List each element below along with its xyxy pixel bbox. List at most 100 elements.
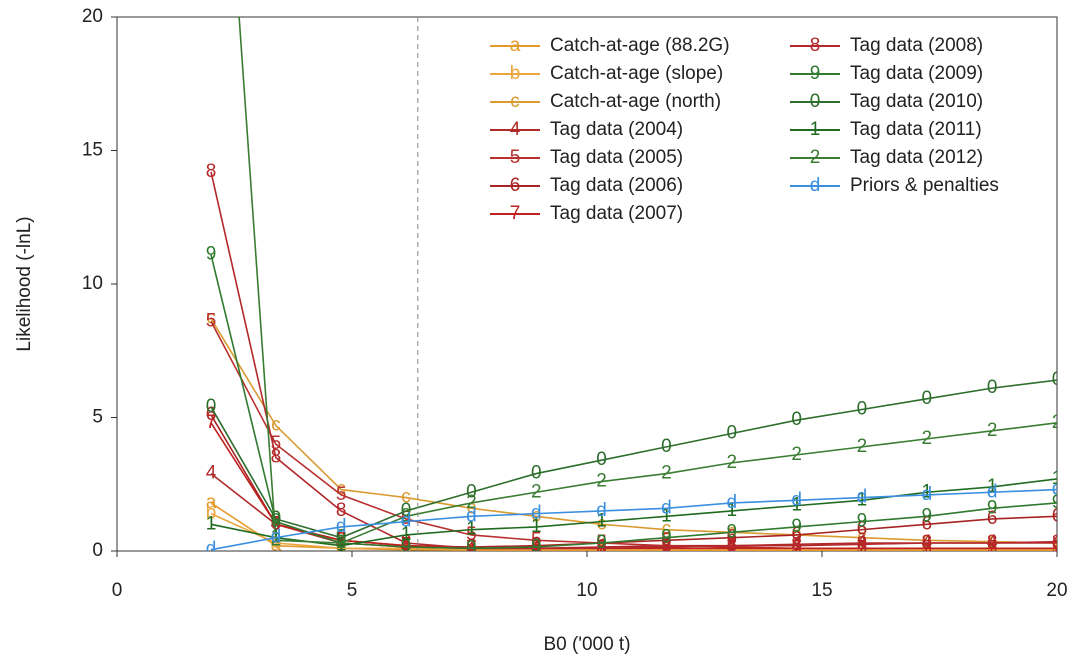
point-marker: 0 bbox=[401, 500, 412, 521]
series-line bbox=[210, 318, 1057, 544]
point-marker: 2 bbox=[922, 428, 933, 449]
y-tick-label: 15 bbox=[82, 140, 103, 161]
point-marker: c bbox=[662, 519, 672, 540]
point-marker: 5 bbox=[726, 536, 737, 557]
legend-label: Catch-at-age (slope) bbox=[550, 63, 723, 84]
point-marker: 2 bbox=[466, 492, 477, 513]
point-marker: d bbox=[987, 481, 998, 502]
point-marker: b bbox=[531, 538, 542, 559]
point-marker: c bbox=[922, 529, 932, 550]
x-tick-label: 10 bbox=[576, 580, 597, 601]
legend-marker: c bbox=[510, 91, 520, 112]
legend-marker: d bbox=[810, 175, 821, 196]
point-marker: d bbox=[401, 511, 412, 532]
y-tick-label: 20 bbox=[82, 6, 103, 27]
point-marker: d bbox=[596, 500, 607, 521]
point-marker: d bbox=[791, 489, 802, 510]
legend-label: Tag data (2007) bbox=[550, 203, 683, 224]
point-marker: 6 bbox=[987, 508, 998, 529]
point-marker: 4 bbox=[987, 532, 998, 553]
series-line bbox=[238, 17, 1057, 544]
legend-label: Tag data (2008) bbox=[850, 35, 983, 56]
point-marker: 2 bbox=[857, 436, 868, 457]
point-marker: d bbox=[857, 487, 868, 508]
point-marker: b bbox=[271, 532, 282, 553]
point-marker: 0 bbox=[466, 481, 477, 502]
point-marker: 6 bbox=[531, 535, 542, 556]
point-marker: 0 bbox=[531, 463, 542, 484]
point-marker: 9 bbox=[596, 532, 607, 553]
point-marker: 6 bbox=[661, 529, 672, 550]
point-marker: d bbox=[661, 497, 672, 518]
point-marker: 1 bbox=[401, 524, 412, 545]
point-marker: c bbox=[401, 487, 411, 508]
point-marker: 2 bbox=[271, 529, 282, 550]
point-marker: 8 bbox=[206, 161, 217, 182]
point-marker: 6 bbox=[922, 513, 933, 534]
point-marker: 0 bbox=[661, 436, 672, 457]
point-marker: 8 bbox=[466, 537, 477, 558]
point-marker: 7 bbox=[206, 412, 217, 433]
point-marker: a bbox=[206, 492, 217, 513]
point-marker: d bbox=[336, 516, 347, 537]
point-marker: 9 bbox=[206, 244, 217, 265]
point-marker: 7 bbox=[271, 513, 282, 534]
point-marker: 9 bbox=[336, 532, 347, 553]
point-marker: 7 bbox=[987, 537, 998, 558]
point-marker: 0 bbox=[206, 396, 217, 417]
point-marker: 5 bbox=[661, 535, 672, 556]
point-marker: 9 bbox=[661, 527, 672, 548]
point-marker: 7 bbox=[661, 537, 672, 558]
point-marker: a bbox=[987, 539, 998, 560]
series-line bbox=[210, 171, 1057, 550]
point-marker: 5 bbox=[987, 537, 998, 558]
point-marker: 4 bbox=[1052, 531, 1063, 552]
x-tick-label: 0 bbox=[112, 580, 123, 601]
point-marker: 4 bbox=[922, 532, 933, 553]
point-marker: 6 bbox=[857, 519, 868, 540]
point-marker: a bbox=[401, 539, 412, 560]
point-marker: b bbox=[987, 538, 998, 559]
point-marker: c bbox=[987, 531, 997, 552]
x-tick-label: 15 bbox=[811, 580, 832, 601]
point-marker: 6 bbox=[206, 404, 217, 425]
series-line bbox=[210, 488, 1057, 551]
point-marker: a bbox=[1052, 539, 1063, 560]
point-marker: d bbox=[206, 539, 217, 560]
point-marker: 9 bbox=[987, 497, 998, 518]
y-tick-label: 5 bbox=[92, 407, 103, 428]
point-marker: 0 bbox=[596, 449, 607, 470]
point-marker: 7 bbox=[922, 537, 933, 558]
point-marker: 1 bbox=[661, 505, 672, 526]
point-marker: 6 bbox=[791, 524, 802, 545]
point-marker: 9 bbox=[791, 516, 802, 537]
legend-marker: b bbox=[510, 63, 521, 84]
point-marker: 8 bbox=[987, 532, 998, 553]
point-marker: 9 bbox=[271, 511, 282, 532]
point-marker: 0 bbox=[987, 377, 998, 398]
point-marker: 8 bbox=[922, 532, 933, 553]
point-marker: 2 bbox=[791, 444, 802, 465]
point-marker: 9 bbox=[466, 537, 477, 558]
legend-marker: 2 bbox=[810, 147, 821, 168]
point-marker: c bbox=[271, 415, 281, 436]
legend-label: Tag data (2012) bbox=[850, 147, 983, 168]
point-marker: 8 bbox=[401, 532, 412, 553]
point-marker: c bbox=[467, 497, 477, 518]
point-marker: a bbox=[336, 537, 347, 558]
point-marker: d bbox=[1052, 479, 1063, 500]
point-marker: d bbox=[922, 484, 933, 505]
point-marker: 7 bbox=[596, 537, 607, 558]
point-marker: 2 bbox=[661, 463, 672, 484]
point-marker: 8 bbox=[661, 536, 672, 557]
point-marker: 0 bbox=[791, 409, 802, 430]
point-marker: 5 bbox=[466, 524, 477, 545]
legend-marker: 1 bbox=[810, 119, 821, 140]
point-marker: c bbox=[531, 505, 541, 526]
point-marker: 6 bbox=[1052, 505, 1063, 526]
point-marker: 1 bbox=[206, 513, 217, 534]
point-marker: d bbox=[531, 503, 542, 524]
legend-label: Tag data (2006) bbox=[550, 175, 683, 196]
legend-marker: a bbox=[510, 35, 521, 56]
